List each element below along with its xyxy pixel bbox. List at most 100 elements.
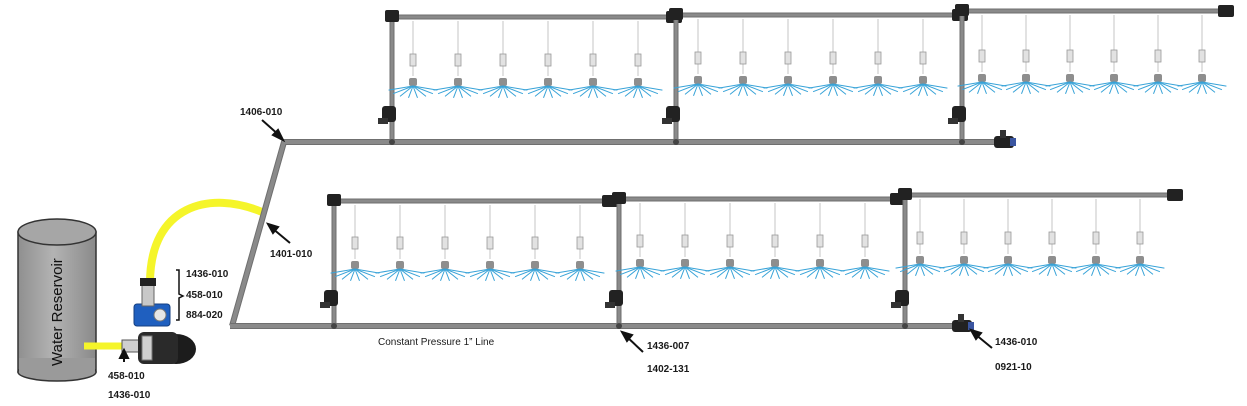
spray-stream [1201,81,1207,94]
spray-stream [761,266,776,278]
nozzle-weight [396,236,404,250]
spray-stream [1113,81,1119,94]
label-inlet-b: 1436-010 [108,390,151,401]
spray-stream [808,83,834,89]
spray-stream [819,266,825,279]
spray-stream [412,85,438,91]
spray-stream [579,268,605,274]
spray-stream [375,268,401,274]
spray-stream [815,266,821,279]
spray-stream [729,266,744,278]
spray-stream [637,85,659,95]
spray-stream [514,268,536,278]
tee-fitting [902,323,908,329]
spray-stream [523,85,549,91]
spray-stream [354,268,380,274]
spray-stream [664,266,686,276]
nozzle-weight [634,53,642,67]
spray-stream [534,85,549,97]
spray-stream [527,85,549,95]
spray-stream [716,266,731,278]
pump [121,278,196,364]
spray-stream [939,263,965,269]
spray-stream [729,266,735,279]
spray-stream [1007,263,1013,276]
spray-stream [1001,81,1027,87]
spray-stream [857,83,879,93]
spray-stream [832,83,854,93]
spray-stream [742,83,764,93]
mist-nozzle [771,259,779,267]
spray-stream [444,268,466,278]
spray-stream [819,266,845,272]
spray-stream [864,266,870,279]
mist-nozzle [681,259,689,267]
end-valve-lower [952,314,974,332]
end-valve-upper [994,130,1016,148]
spray-stream [877,83,903,89]
spray-stream [693,83,699,96]
spray-stream [787,83,793,96]
spray-stream [543,85,549,98]
mist-nozzle [739,76,747,84]
mist-nozzle [1004,256,1012,264]
spray-stream [774,266,789,278]
spray-stream [547,85,562,97]
spray-stream [386,268,401,280]
nozzle-weight [1198,49,1206,63]
mist-nozzle [1136,256,1144,264]
spray-stream [684,266,699,278]
supply-hose [146,198,266,287]
spray-stream [812,83,834,93]
spray-stream [906,263,921,275]
mist-nozzle [409,78,417,86]
spray-stream [981,81,1003,91]
nozzle-weight [1022,49,1030,63]
spray-stream [1133,81,1159,87]
label-riser-top: 1406-010 [240,107,283,118]
spray-stream [354,268,376,278]
nozzle-weight [499,53,507,67]
spray-stream [981,81,1007,87]
spray-stream [579,268,601,278]
spray-stream [774,266,800,272]
nozzle-weight [531,236,539,250]
spray-stream [981,81,987,94]
spray-stream [639,266,645,279]
spray-stream [725,266,731,279]
spray-stream [559,268,581,278]
nozzle-weight [694,51,702,65]
spray-stream [684,83,699,95]
spray-stream [547,85,553,98]
spray-stream [922,83,937,95]
spray-stream [1113,81,1128,93]
spray-stream [783,83,789,96]
mist-nozzle [816,259,824,267]
spray-stream [457,85,483,91]
spray-stream [961,81,983,91]
nozzle-weight [409,53,417,67]
spray-stream [1139,263,1165,269]
spray-stream [1093,81,1115,91]
spray-stream [1005,81,1027,91]
spray-stream [502,85,524,95]
spray-stream [635,266,641,279]
nozzle-weight [589,53,597,67]
nozzle-weight [681,234,689,248]
spray-stream [799,266,821,276]
spray-stream [1113,81,1135,91]
spray-stream [350,268,356,281]
spray-zones [320,4,1234,329]
spray-stream [1075,263,1097,273]
spray-stream [1091,263,1097,276]
spray-stream [1139,263,1145,276]
spray-stream [1115,263,1141,269]
mist-nozzle [694,76,702,84]
spray-stream [918,83,924,96]
mist-nozzle [829,76,837,84]
spray-stream [660,266,686,272]
mist-nozzle [589,78,597,86]
spray-stream [680,266,686,279]
spray-stream [729,266,755,272]
